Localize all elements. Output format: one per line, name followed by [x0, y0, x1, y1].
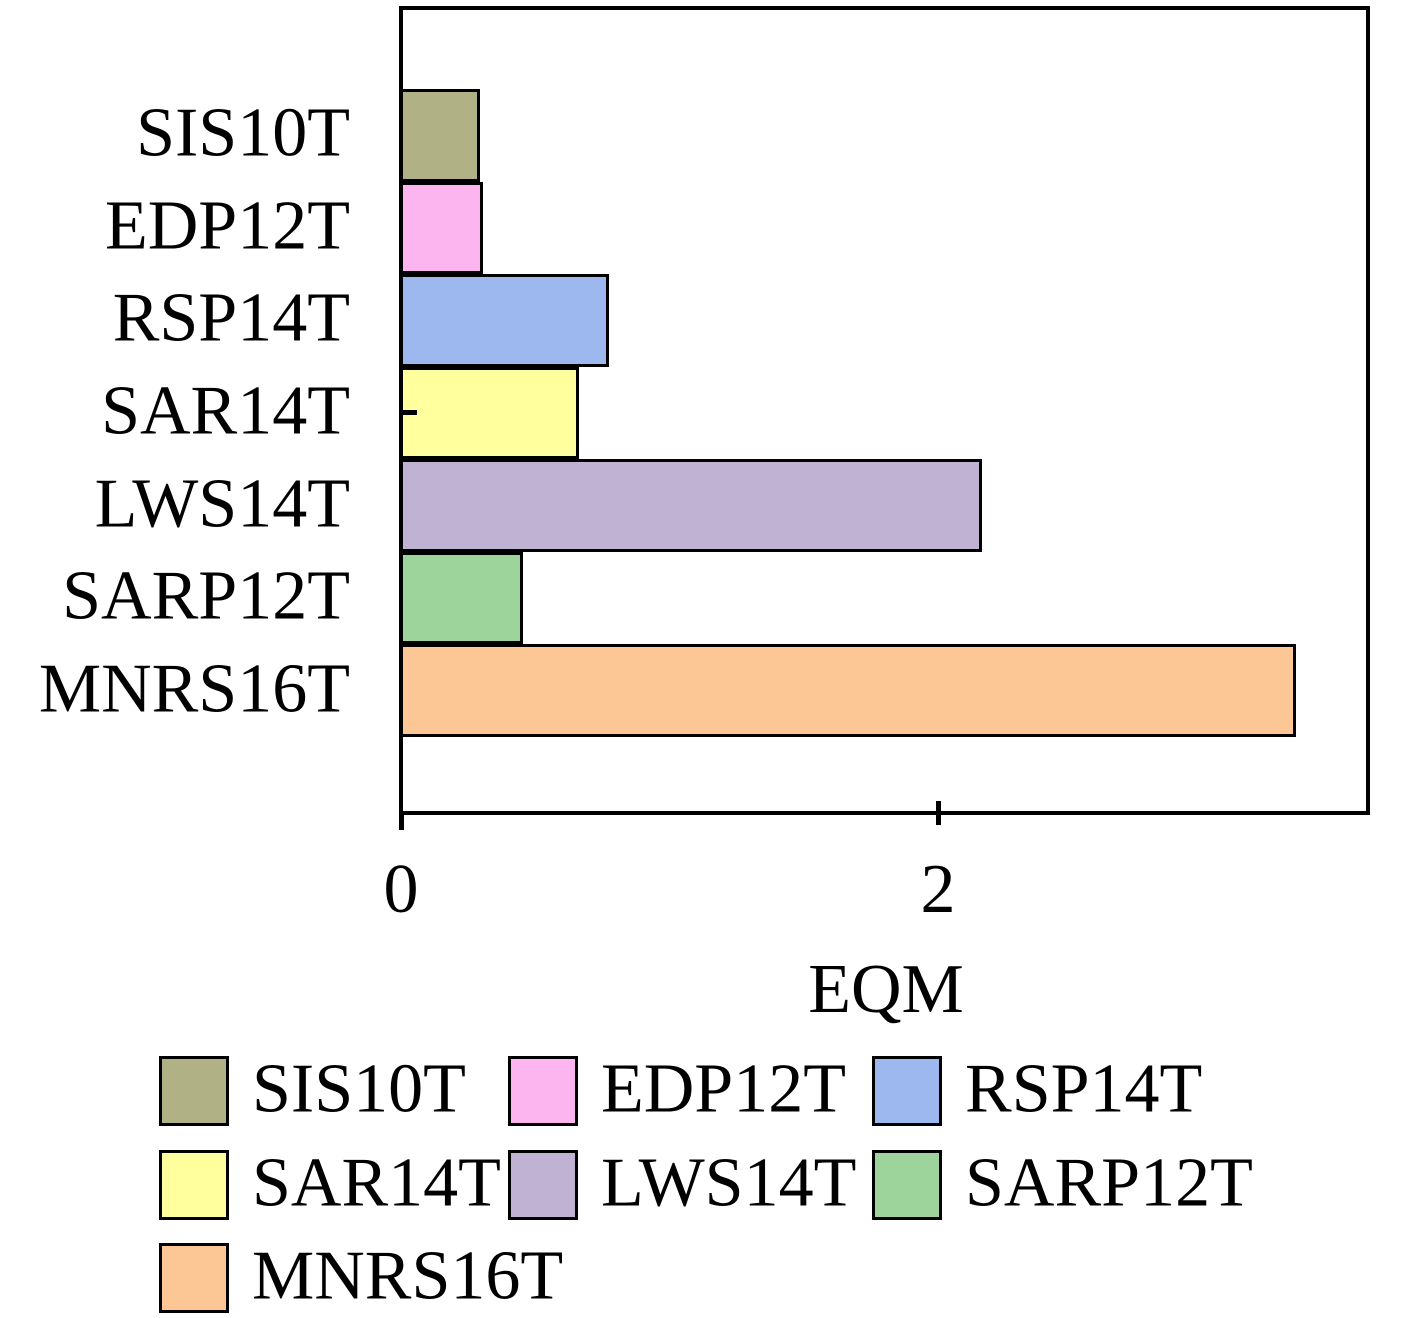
bar-sis10t: [400, 89, 480, 182]
legend-swatch-sar14t: [159, 1150, 229, 1220]
category-label-edp12t: EDP12T: [105, 187, 350, 265]
bar-edp12t: [400, 181, 483, 275]
bar-lws14t: [400, 459, 982, 552]
x-tick-mark-2: [935, 801, 941, 825]
category-label-lws14t: LWS14T: [94, 465, 350, 543]
legend-label-mnrs16t: MNRS16T: [252, 1237, 564, 1315]
legend-swatch-lws14t: [508, 1150, 578, 1220]
y-axis-mid-tick: [403, 410, 417, 415]
legend-swatch-mnrs16t: [159, 1243, 229, 1313]
legend-label-edp12t: EDP12T: [601, 1050, 846, 1128]
bar-mnrs16t: [400, 644, 1297, 737]
legend-label-lws14t: LWS14T: [601, 1144, 857, 1222]
category-label-rsp14t: RSP14T: [112, 280, 350, 358]
legend-swatch-edp12t: [508, 1056, 578, 1126]
x-tick-label-0: 0: [383, 851, 419, 928]
x-tick-label-2: 2: [920, 851, 956, 928]
x-axis-label: EQM: [808, 951, 964, 1028]
bar-sarp12t: [400, 551, 523, 645]
x-tick-mark-0: [399, 815, 404, 830]
legend-label-sarp12t: SARP12T: [965, 1144, 1253, 1222]
category-label-sis10t: SIS10T: [136, 94, 350, 172]
legend-label-rsp14t: RSP14T: [965, 1050, 1203, 1128]
category-label-sarp12t: SARP12T: [62, 557, 350, 635]
legend-label-sar14t: SAR14T: [252, 1144, 501, 1222]
legend-label-sis10t: SIS10T: [252, 1050, 466, 1128]
legend-swatch-sarp12t: [872, 1150, 942, 1220]
category-label-sar14t: SAR14T: [101, 372, 350, 450]
legend-swatch-sis10t: [159, 1056, 229, 1126]
category-label-mnrs16t: MNRS16T: [38, 650, 350, 728]
bar-sar14t: [400, 366, 580, 460]
legend-swatch-rsp14t: [872, 1056, 942, 1126]
bar-rsp14t: [400, 274, 609, 367]
